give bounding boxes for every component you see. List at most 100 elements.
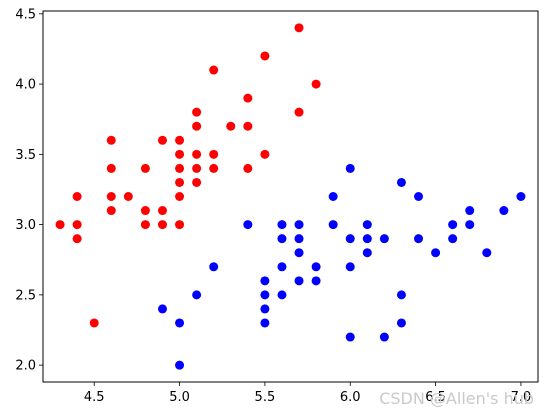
x-tick-label: 6.5 — [425, 390, 446, 405]
data-point — [362, 234, 372, 244]
data-point — [345, 332, 355, 342]
data-point — [106, 192, 116, 201]
data-point — [175, 135, 185, 145]
data-point — [345, 234, 355, 244]
data-point — [448, 234, 458, 244]
watermark-text: CSDN @Allen's hub — [379, 389, 534, 408]
data-point — [243, 163, 253, 173]
data-point — [260, 51, 270, 61]
data-point — [311, 79, 321, 89]
series-1 — [55, 23, 321, 328]
data-point — [123, 192, 133, 201]
data-point — [209, 65, 219, 75]
data-point — [311, 262, 321, 272]
data-point — [192, 177, 202, 187]
data-point — [260, 318, 270, 328]
data-point — [157, 220, 167, 230]
data-point — [192, 107, 202, 117]
data-point — [294, 23, 304, 33]
y-tick-label: 2.5 — [15, 288, 36, 303]
data-point — [362, 248, 372, 258]
data-point — [294, 276, 304, 286]
data-point — [157, 304, 167, 314]
x-tick-label: 4.5 — [84, 390, 105, 405]
data-point — [175, 163, 185, 173]
data-point — [414, 234, 424, 244]
y-tick-label: 2.0 — [15, 359, 36, 374]
data-point — [175, 149, 185, 159]
data-point — [175, 318, 185, 328]
data-point — [140, 206, 150, 216]
x-tick-label: 6.0 — [340, 390, 361, 405]
y-tick-label: 3.0 — [15, 218, 36, 233]
data-point — [260, 149, 270, 159]
series-2 — [157, 163, 526, 370]
data-point — [396, 290, 406, 300]
x-tick-label: 5.5 — [255, 390, 276, 405]
data-point — [140, 220, 150, 230]
data-point — [72, 192, 82, 201]
data-point — [89, 318, 99, 328]
data-point — [294, 234, 304, 244]
data-point — [277, 220, 287, 230]
data-point — [192, 149, 202, 159]
y-tick-label: 3.5 — [15, 148, 36, 163]
x-tick-label: 7.0 — [511, 390, 532, 405]
data-point — [260, 290, 270, 300]
data-point — [209, 149, 219, 159]
data-point — [72, 220, 82, 230]
data-point — [465, 206, 475, 216]
data-point — [362, 220, 372, 230]
data-point — [175, 177, 185, 187]
data-point — [345, 262, 355, 272]
y-tick-label: 4.5 — [15, 7, 36, 22]
data-point — [431, 248, 441, 258]
data-point — [499, 206, 509, 216]
data-point — [106, 163, 116, 173]
data-points — [55, 23, 526, 370]
data-point — [345, 163, 355, 173]
data-point — [175, 360, 185, 370]
data-point — [55, 220, 65, 230]
data-point — [379, 234, 389, 244]
data-point — [209, 262, 219, 272]
data-point — [243, 121, 253, 131]
data-point — [277, 234, 287, 244]
data-point — [396, 318, 406, 328]
data-point — [192, 121, 202, 131]
data-point — [294, 220, 304, 230]
data-point — [277, 290, 287, 300]
data-point — [260, 304, 270, 314]
y-tick-label: 4.0 — [15, 78, 36, 93]
data-point — [106, 206, 116, 216]
data-point — [379, 332, 389, 342]
data-point — [175, 220, 185, 230]
data-point — [482, 248, 492, 258]
data-point — [328, 192, 338, 201]
axis-ticks: 4.5 5.0 5.5 6.0 6.5 7.0 2.0 2.5 3.0 3.5 4.0 4.5 — [15, 7, 531, 405]
data-point — [192, 163, 202, 173]
data-point — [140, 163, 150, 173]
data-point — [175, 192, 185, 201]
data-point — [209, 163, 219, 173]
data-point — [243, 220, 253, 230]
data-point — [226, 121, 236, 131]
data-point — [294, 248, 304, 258]
data-point — [157, 206, 167, 216]
data-point — [396, 177, 406, 187]
data-point — [448, 220, 458, 230]
data-point — [311, 276, 321, 286]
data-point — [192, 290, 202, 300]
data-point — [328, 220, 338, 230]
data-point — [243, 93, 253, 103]
data-point — [106, 135, 116, 145]
data-point — [72, 234, 82, 244]
data-point — [260, 276, 270, 286]
data-point — [465, 220, 475, 230]
data-point — [157, 135, 167, 145]
data-point — [516, 192, 526, 201]
data-point — [294, 107, 304, 117]
x-tick-label: 5.0 — [169, 390, 190, 405]
data-point — [414, 192, 424, 201]
